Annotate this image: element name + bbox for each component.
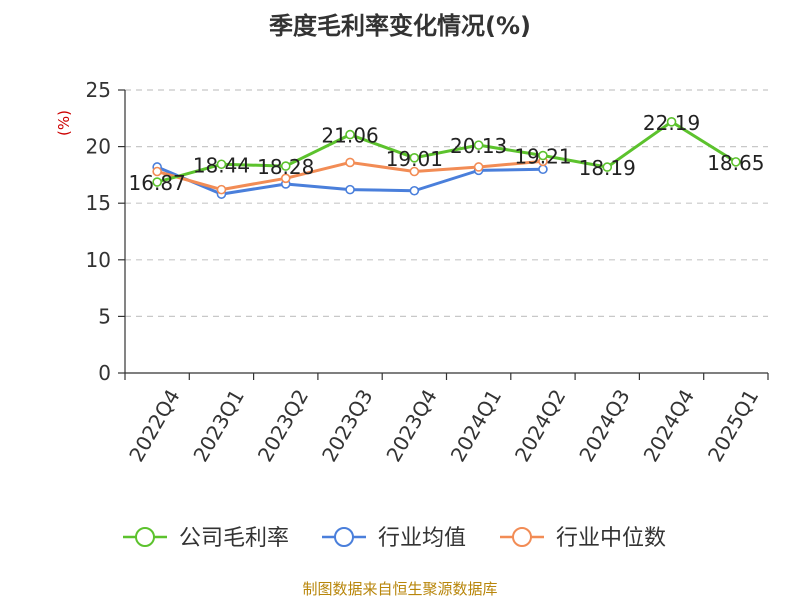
data-point [280,161,291,171]
x-tick-label: 2023Q2 [253,385,313,466]
data-point [602,162,613,172]
data-label: 18.65 [707,151,764,175]
data-labels: 16.87 18.44 18.28 21.06 19.01 20.13 19.21 18.19… [129,111,765,195]
data-label: 18.44 [193,153,250,177]
data-label: 19.21 [514,145,571,169]
y-tick-label: 25 [86,78,111,102]
data-point [216,184,227,195]
data-point [345,129,355,140]
chart-title: 季度毛利率变化情况(%) [269,12,531,40]
x-tick-label: 2023Q3 [317,385,377,466]
data-point [731,157,741,167]
y-tick-label: 0 [98,361,111,385]
legend-marker [512,527,532,547]
y-tick-label: 20 [86,135,111,159]
grid-lines [125,89,768,317]
x-tick-label: 2024Q2 [510,385,570,466]
x-tick-label: 2025Q1 [703,385,763,466]
data-point [345,157,355,168]
axes: 0 5 10 15 20 25 2022Q4 2023Q1 2023Q2 2023Q3 2023Q4… [86,78,769,466]
x-tick-label: 2023Q1 [188,385,248,466]
data-point [216,159,227,170]
series-line [156,120,737,184]
legend-label: 行业中位数 [556,526,666,551]
y-tick-label: 15 [86,191,111,215]
series-lines [152,117,741,199]
legend-marker [334,527,354,547]
x-tick-label: 2022Q4 [124,385,184,466]
data-point [473,162,484,172]
data-label: 22.19 [643,111,700,135]
data-point [666,117,677,127]
legend-label: 公司毛利率 [179,526,289,551]
x-tick-label: 2023Q4 [381,385,441,466]
data-point [473,140,484,150]
legend: 公司毛利率 行业均值 行业中位数 [123,526,666,551]
data-point [409,185,420,196]
x-tick-label: 2024Q1 [446,385,506,466]
legend-label: 行业均值 [378,526,466,551]
data-point [280,173,291,184]
data-label: 16.87 [129,171,186,195]
data-label: 18.19 [579,156,636,180]
x-tick-label: 2024Q3 [574,385,634,466]
data-point [538,150,548,161]
legend-marker [135,527,155,547]
data-label: 20.13 [450,134,507,158]
data-point [409,166,420,177]
x-tick-label: 2024Q4 [639,385,699,466]
source-footer: 制图数据来自恒生聚源数据库 [302,580,498,598]
data-point [152,166,162,177]
data-label: 18.28 [257,155,314,179]
y-tick-label: 5 [98,304,111,328]
data-point [345,184,355,195]
data-label: 19.01 [386,147,443,171]
data-point [409,153,420,163]
y-tick-label: 10 [86,248,111,272]
data-label: 21.06 [321,124,378,148]
data-point [152,177,162,187]
